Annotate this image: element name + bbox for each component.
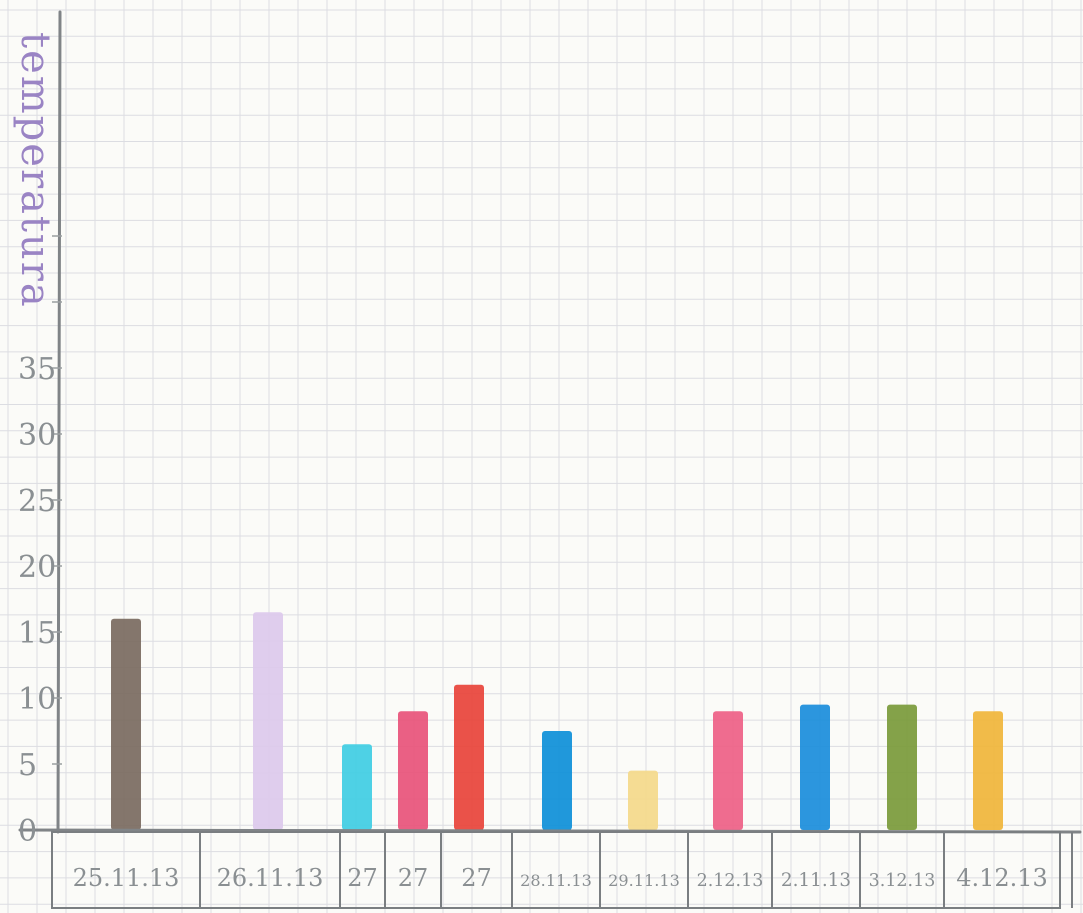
bars xyxy=(111,612,1003,830)
y-tick-label: 30 xyxy=(18,418,56,453)
bar xyxy=(713,711,743,830)
x-category-cell xyxy=(943,831,1061,909)
x-category-cell xyxy=(687,831,773,909)
bar xyxy=(628,770,658,830)
bar xyxy=(542,731,572,830)
y-tick-label: 25 xyxy=(18,484,56,519)
x-tick-label: 3.12.13 xyxy=(869,871,936,891)
x-tick-label: 29.11.13 xyxy=(608,871,680,890)
x-tick-label: 26.11.13 xyxy=(217,864,324,892)
bar xyxy=(973,711,1003,830)
y-tick-label: 0 xyxy=(18,814,37,849)
y-axis xyxy=(56,10,62,834)
bar xyxy=(111,618,141,830)
x-category-cell xyxy=(859,831,945,909)
bar xyxy=(253,612,283,830)
y-tick-labels: 0 5 10 15 20 25 30 35 xyxy=(18,352,56,849)
bar xyxy=(454,684,484,830)
x-tick-label: 25.11.13 xyxy=(73,864,180,892)
x-tick-label: 27 xyxy=(461,864,492,892)
y-tick-label: 15 xyxy=(18,616,56,651)
y-tick-label: 35 xyxy=(18,352,56,387)
x-tick-label: 4.12.13 xyxy=(956,864,1048,892)
x-tick-label: 2.11.13 xyxy=(781,870,851,891)
x-category-cells: 25.11.13 26.11.13 27 27 27 28.11.13 29.11.13 2.… xyxy=(51,831,1073,909)
y-tick-label: 20 xyxy=(18,550,56,585)
bar xyxy=(342,744,372,830)
x-tick-label: 2.12.13 xyxy=(697,871,764,891)
y-tick-label: 10 xyxy=(18,682,56,717)
x-tick-label: 27 xyxy=(347,864,378,892)
axes xyxy=(18,10,1082,834)
y-tick-label: 5 xyxy=(18,748,37,783)
x-tick-label: 28.11.13 xyxy=(520,871,592,890)
bar xyxy=(887,704,917,830)
y-axis-label: temperatura xyxy=(12,32,58,309)
x-tick-label: 27 xyxy=(398,864,429,892)
bar xyxy=(398,711,428,830)
x-category-cell xyxy=(511,831,601,909)
bar xyxy=(800,704,830,830)
